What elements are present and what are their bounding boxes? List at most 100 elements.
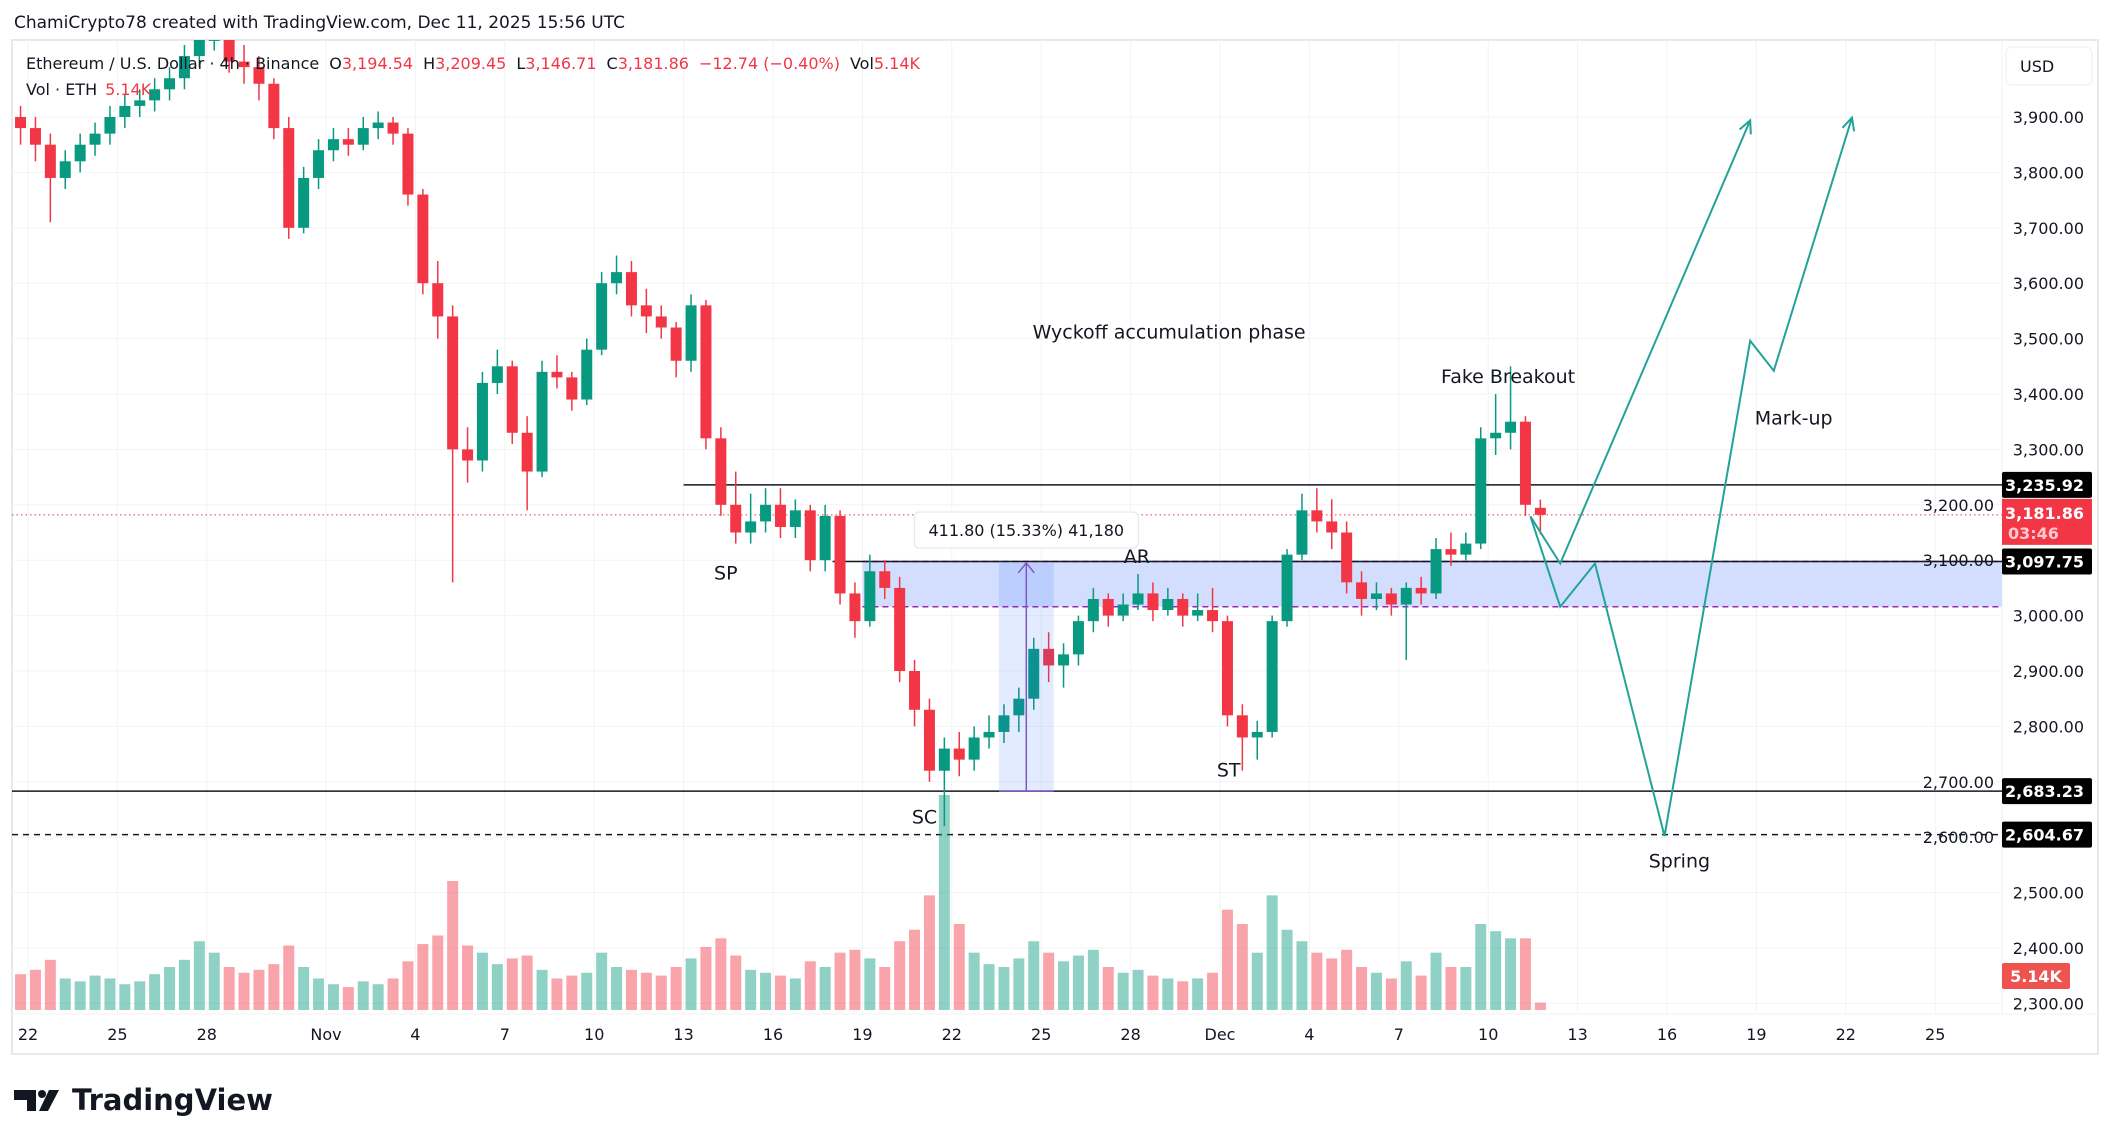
time-axis[interactable]: 22 25 28 Nov 4 7 10 13 16 19 22 25 28 Dec 4 7 10 13 16 19 22… (18, 1025, 1946, 1044)
candle (611, 255, 623, 295)
volume-bar (1147, 975, 1159, 1010)
price-range-measure[interactable]: 411.80 (15.33%) 41,180 (913, 511, 1139, 792)
candle-body (760, 504, 772, 522)
candle-body (1490, 432, 1502, 439)
projection-paths[interactable] (1529, 115, 1856, 837)
volume-bar (1281, 929, 1293, 1010)
candlesticks (15, 40, 1546, 827)
candle (149, 78, 161, 112)
candle (313, 139, 325, 190)
tradingview-logo[interactable]: TradingView (14, 1083, 273, 1117)
last-price-label: 3,181.86 (2005, 504, 2084, 523)
candle-body (849, 593, 861, 622)
plot-area[interactable]: 411.80 (15.33%) 41,180 (0, 39, 2114, 1014)
volume-bar (357, 981, 369, 1010)
annotation-label: Mark-up (1755, 407, 1833, 429)
candle (700, 299, 712, 450)
candle-body (1236, 715, 1248, 738)
candle-body (655, 316, 667, 328)
price-badge (2002, 471, 2092, 498)
candle-body (476, 382, 488, 461)
volume-bar (685, 958, 697, 1010)
price-tick-label: 3,300.00 (2013, 440, 2084, 459)
volume-bar (909, 929, 921, 1010)
tradingview-logo-icon (14, 1090, 59, 1111)
price-badge-label: 2,604.67 (2005, 826, 2084, 845)
candle (953, 731, 965, 777)
candle (566, 371, 578, 411)
projection-path (1529, 119, 1752, 566)
volume-bar (432, 935, 444, 1010)
volume-bar (1519, 938, 1531, 1010)
candle (625, 261, 637, 317)
candle (521, 416, 533, 511)
candle (1356, 571, 1368, 616)
candle-body (596, 283, 608, 350)
volume-bar (74, 981, 86, 1010)
price-badge-label: 3,097.75 (2005, 552, 2084, 571)
volume-bar (59, 978, 71, 1010)
volume-bar (164, 967, 176, 1010)
currency-button[interactable]: USD (2005, 46, 2093, 86)
candle-body (1117, 604, 1129, 616)
candle-body (89, 133, 101, 145)
legend-row: Ethereum / U.S. Dollar · 4h · Binance O3,… (26, 54, 921, 73)
measure-label-box (913, 511, 1139, 549)
candle-body (1281, 554, 1293, 622)
volume-bar (447, 881, 459, 1010)
candle-body (894, 587, 906, 671)
volume-bar (774, 975, 786, 1010)
candle-body (879, 571, 891, 588)
candle-body (432, 283, 444, 317)
volume-bar (1132, 969, 1144, 1010)
volume-bar (149, 974, 161, 1010)
candle (1430, 538, 1442, 599)
candle (298, 166, 310, 234)
candle (1251, 720, 1263, 760)
candle (119, 94, 131, 129)
candle-body (1087, 598, 1099, 622)
volume-bar (879, 967, 891, 1010)
candle (89, 122, 101, 156)
volume-bar (834, 952, 846, 1010)
price-axis[interactable]: 3,900.00 3,800.00 3,700.00 3,600.00 3,500.00… (1923, 108, 2092, 1013)
volume-bar (938, 795, 950, 1010)
price-tick-label: 2,700.00 (1923, 773, 1994, 792)
candle (670, 321, 682, 378)
volume-bar (715, 938, 727, 1010)
candle-body (387, 122, 399, 134)
volume-bar (1028, 941, 1040, 1010)
volume-bar (1415, 975, 1427, 1010)
candle-body (938, 748, 950, 771)
volume-bar (1192, 978, 1204, 1010)
time-tick-label: Nov (310, 1025, 341, 1044)
time-tick-label: 22 (942, 1025, 962, 1044)
candle (923, 698, 935, 782)
candle (402, 128, 414, 206)
volume-bar (521, 955, 533, 1010)
time-tick-label: 13 (1567, 1025, 1587, 1044)
candle (819, 504, 831, 572)
volume-bar (670, 967, 682, 1010)
candle (164, 67, 176, 101)
time-tick-label: 4 (1304, 1025, 1314, 1044)
candle-body (1430, 549, 1442, 594)
price-badge-label: 3,235.92 (2005, 476, 2084, 495)
volume-bar (745, 969, 757, 1010)
candle-body (491, 366, 503, 383)
candle-body (789, 510, 801, 527)
volume-bar (864, 958, 876, 1010)
annotation-label: ST (1217, 759, 1241, 781)
volume-bar (1490, 931, 1502, 1010)
volume-bar (223, 967, 235, 1010)
candle (1490, 394, 1502, 455)
volume-bar (1385, 978, 1397, 1010)
candle-body (1043, 648, 1055, 666)
volume-bar (1207, 972, 1219, 1010)
candle (1415, 576, 1427, 605)
volume-bar (1400, 961, 1412, 1010)
candle (1087, 587, 1099, 633)
time-tick-label: 4 (410, 1025, 420, 1044)
candle-body (1058, 654, 1070, 666)
